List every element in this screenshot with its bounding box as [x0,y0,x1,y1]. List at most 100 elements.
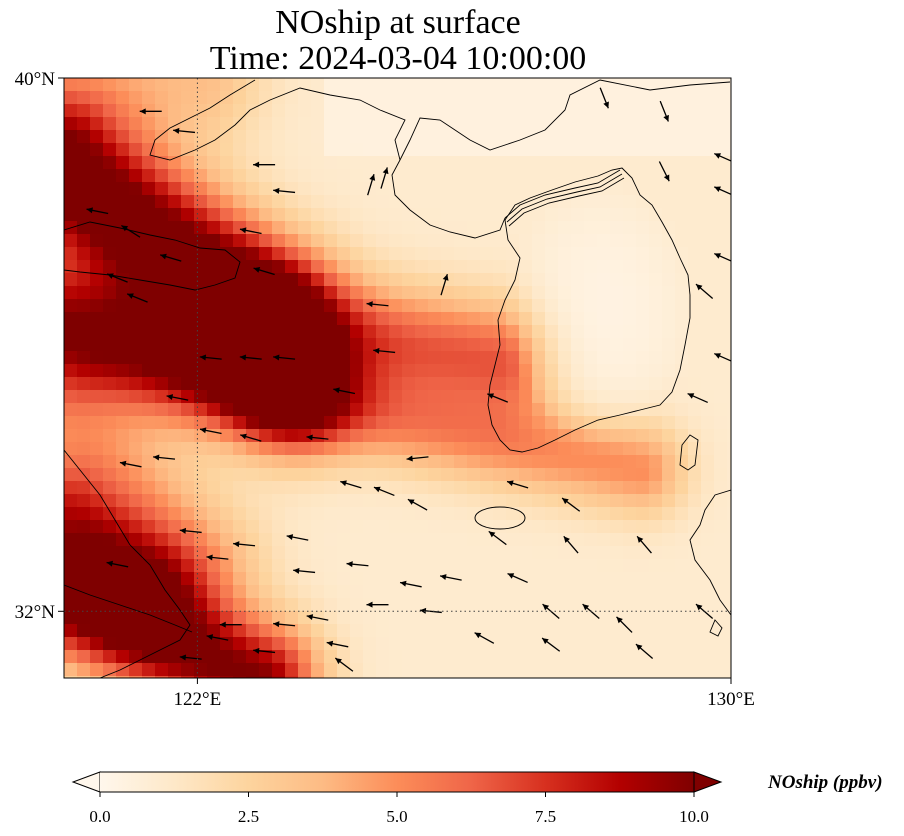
field-cell [155,156,169,170]
field-cell [571,676,585,678]
field-cell [337,377,351,391]
field-cell [389,247,403,261]
field-cell [623,130,637,144]
field-cell [285,182,299,196]
field-cell [415,416,429,430]
field-cell [597,676,611,678]
field-cell [597,156,611,170]
field-cell [376,585,390,599]
field-cell [350,117,364,131]
field-cell [311,221,325,235]
field-cell [584,247,598,261]
field-cell [363,624,377,638]
field-cell [103,442,117,456]
field-cell [649,195,663,209]
field-cell [610,650,624,664]
field-cell [77,429,91,443]
colorbar-tick-label: 7.5 [535,807,556,826]
field-cell [727,676,731,678]
field-cell [714,351,728,365]
field-cell [103,104,117,118]
field-cell [532,533,546,547]
field-cell [623,390,637,404]
field-cell [480,572,494,586]
field-cell [376,442,390,456]
field-cell [220,91,234,105]
field-cell [194,377,208,391]
wind-arrow [714,252,731,262]
field-cell [467,676,481,678]
field-cell [714,169,728,183]
field-cell [168,325,182,339]
field-cell [545,416,559,430]
field-cell [220,676,234,678]
field-cell [194,221,208,235]
field-cell [77,182,91,196]
field-cell [727,637,731,651]
field-cell [519,559,533,573]
field-cell [324,351,338,365]
field-cell [532,598,546,612]
field-cell [311,247,325,261]
field-cell [584,195,598,209]
field-cell [116,637,130,651]
wind-arrow [153,454,176,461]
field-cell [233,156,247,170]
field-cell [467,390,481,404]
field-cell [246,390,260,404]
field-cell [571,468,585,482]
field-cell [64,130,78,144]
field-cell [363,572,377,586]
field-cell [623,117,637,131]
field-cell [506,520,520,534]
field-cell [584,234,598,248]
field-cell [649,247,663,261]
field-cell [311,312,325,326]
field-cell [194,234,208,248]
field-cell [519,377,533,391]
field-cell [272,247,286,261]
field-cell [220,572,234,586]
field-cell [298,520,312,534]
field-cell [350,130,364,144]
field-cell [168,104,182,118]
field-cell [168,273,182,287]
field-cell [545,403,559,417]
field-cell [636,260,650,274]
field-cell [558,481,572,495]
field-cell [350,572,364,586]
field-cell [415,624,429,638]
field-cell [571,312,585,326]
noship-concentration-field [64,78,731,678]
field-cell [441,611,455,625]
field-cell [298,390,312,404]
field-cell [688,676,702,678]
field-cell [467,221,481,235]
field-cell [545,91,559,105]
field-cell [64,429,78,443]
field-cell [350,676,364,678]
field-cell [480,598,494,612]
field-cell [129,91,143,105]
field-cell [623,650,637,664]
field-cell [285,390,299,404]
field-cell [493,351,507,365]
field-cell [701,585,715,599]
field-cell [64,195,78,209]
field-cell [519,91,533,105]
field-cell [116,481,130,495]
field-cell [402,442,416,456]
field-cell [441,286,455,300]
field-cell [246,182,260,196]
field-cell [181,507,195,521]
field-cell [688,533,702,547]
field-cell [415,143,429,157]
field-cell [64,247,78,261]
field-cell [493,130,507,144]
field-cell [636,299,650,313]
field-cell [363,325,377,339]
wind-arrow [407,498,428,511]
field-cell [662,572,676,586]
field-cell [532,624,546,638]
field-cell [727,520,731,534]
